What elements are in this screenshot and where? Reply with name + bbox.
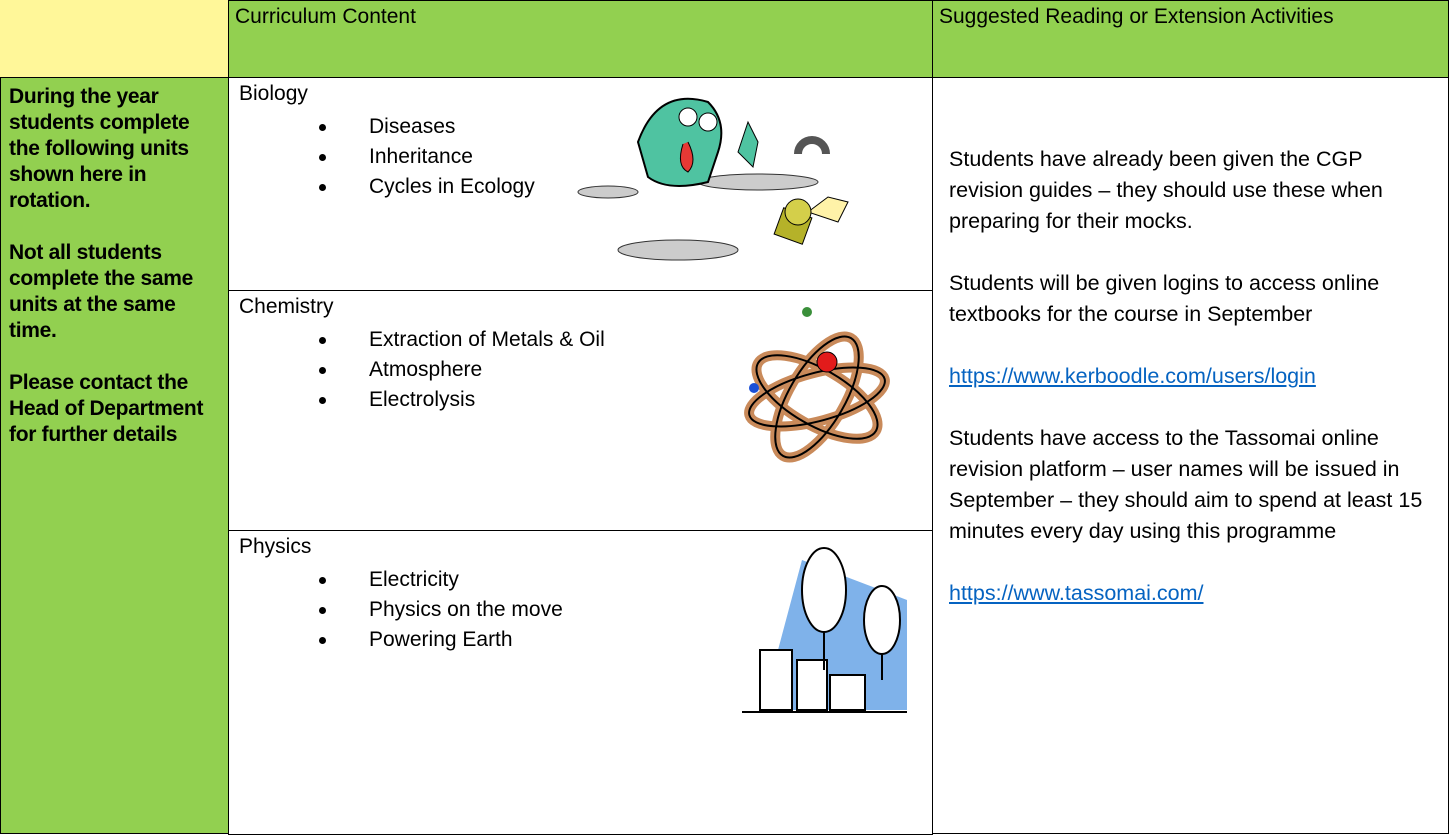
subject-cell: Physics Electricity Physics on the move Pow… [228, 530, 933, 835]
reading-link[interactable]: https://www.tassomai.com/ [949, 581, 1204, 605]
topic: Powering Earth [319, 625, 922, 655]
reading-cell: Students have already been given the CGP… [932, 77, 1449, 834]
header-text: Curriculum Content [235, 5, 416, 28]
topic-list: Extraction of Metals & Oil Atmosphere Elec… [239, 325, 922, 415]
reading-paragraph: https://www.tassomai.com/ [949, 578, 1438, 609]
reading-paragraph: Students will be given logins to access … [949, 268, 1438, 330]
subject-name: Chemistry [239, 295, 334, 318]
reading-text: Students have already been given the CGP… [949, 147, 1383, 233]
topic: Physics on the move [319, 595, 922, 625]
reading-paragraph: https://www.kerboodle.com/users/login [949, 361, 1438, 392]
topic: Atmosphere [319, 355, 922, 385]
reading-text: Students will be given logins to access … [949, 271, 1380, 326]
subject-name: Biology [239, 82, 308, 105]
reading-paragraph: Students have already been given the CGP… [949, 144, 1438, 237]
topic-list: Electricity Physics on the move Powering E… [239, 565, 922, 655]
sidebar-text: Please contact the Head of Department fo… [9, 371, 204, 446]
topic: Electrolysis [319, 385, 922, 415]
sidebar-text: Not all students complete the same units… [9, 241, 193, 342]
sidebar: During the year students complete the fo… [0, 77, 229, 834]
topic: Inheritance [319, 142, 922, 172]
sidebar-text: During the year students complete the fo… [9, 85, 190, 212]
chemistry-clipart [744, 307, 890, 463]
topic: Cycles in Ecology [319, 172, 922, 202]
topic: Electricity [319, 565, 922, 595]
header-cell: Curriculum Content [228, 0, 933, 78]
topic: Extraction of Metals & Oil [319, 325, 922, 355]
biology-clipart [577, 97, 849, 261]
reading-paragraph: Students have access to the Tassomai onl… [949, 423, 1438, 547]
header-text: Suggested Reading or Extension Activitie… [939, 5, 1334, 28]
corner [0, 0, 229, 78]
topic-list: Diseases Inheritance Cycles in Ecology [239, 112, 922, 202]
header-cell: Suggested Reading or Extension Activitie… [932, 0, 1449, 78]
subject-name: Physics [239, 535, 312, 558]
topic: Diseases [319, 112, 922, 142]
reading-link[interactable]: https://www.kerboodle.com/users/login [949, 364, 1316, 388]
subject-cell: Chemistry Extraction of Metals & Oil Atmos… [228, 290, 933, 531]
reading-text: Students have access to the Tassomai onl… [949, 426, 1423, 543]
physics-clipart [742, 547, 907, 713]
